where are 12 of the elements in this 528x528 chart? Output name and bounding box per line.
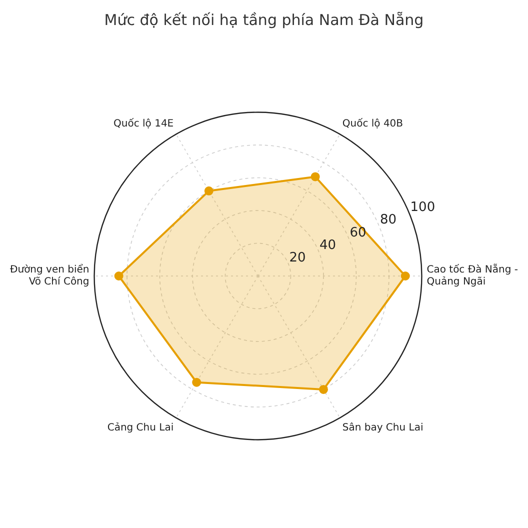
spoke-label: Sân bay Chu Lai — [342, 422, 424, 434]
spoke-label: Quốc lộ 14E — [114, 117, 174, 130]
chart-title: Mức độ kết nối hạ tầng phía Nam Đà Nẵng — [104, 10, 424, 29]
y-tick-label: 40 — [320, 238, 336, 253]
spoke-label: Quốc lộ 40B — [342, 117, 404, 130]
y-tick-label: 80 — [380, 212, 397, 228]
spoke-label: Cao tốc Đà Nẵng - Quảng Ngãi — [426, 264, 518, 288]
y-tick-label: 100 — [410, 200, 436, 216]
y-tick-label: 20 — [289, 250, 306, 266]
spoke-label: Đường ven biển Võ Chí Công — [10, 264, 90, 288]
spoke-label: Cảng Chu Lai — [107, 422, 174, 434]
y-tick-label: 60 — [350, 225, 366, 240]
